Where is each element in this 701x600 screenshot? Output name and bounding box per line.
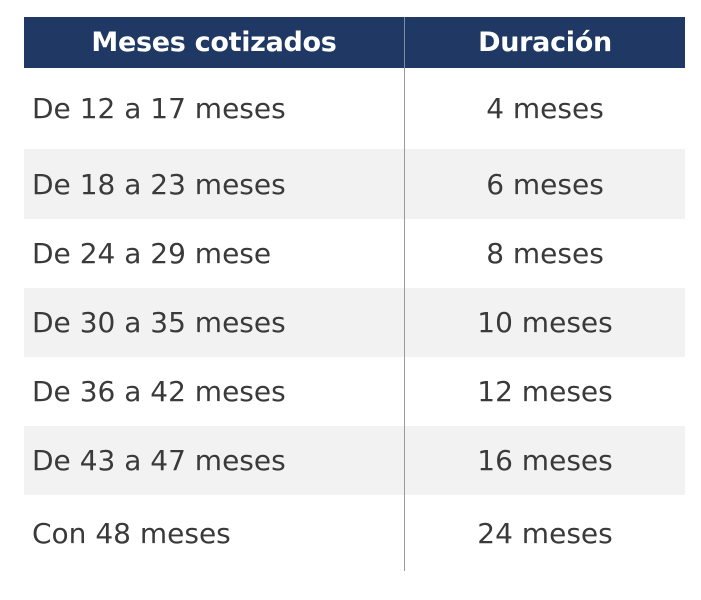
months-cell: De 43 a 47 meses bbox=[24, 426, 405, 495]
table-row: De 43 a 47 meses 16 meses bbox=[24, 426, 685, 495]
contribution-duration-table: Meses cotizados Duración De 12 a 17 mese… bbox=[24, 17, 685, 571]
duration-cell: 16 meses bbox=[477, 444, 613, 477]
duration-cell: 12 meses bbox=[477, 375, 613, 408]
header-duration: Duración bbox=[478, 27, 612, 58]
duration-cell: 6 meses bbox=[486, 167, 604, 201]
duration-cell: 10 meses bbox=[477, 306, 613, 339]
table-row: De 36 a 42 meses 12 meses bbox=[24, 357, 685, 426]
months-cell: De 24 a 29 mese bbox=[24, 219, 405, 288]
months-cell: De 30 a 35 meses bbox=[24, 288, 405, 357]
months-cell: De 12 a 17 meses bbox=[24, 68, 405, 149]
table-row: De 12 a 17 meses 4 meses bbox=[24, 68, 685, 149]
table-header: Meses cotizados Duración bbox=[24, 17, 685, 68]
table-row: De 24 a 29 mese 8 meses bbox=[24, 219, 685, 288]
duration-cell: 24 meses bbox=[477, 516, 613, 550]
months-cell: Con 48 meses bbox=[24, 495, 405, 571]
header-months-contributed: Meses cotizados bbox=[24, 17, 405, 68]
duration-cell: 4 meses bbox=[486, 92, 604, 125]
months-cell: De 18 a 23 meses bbox=[24, 149, 405, 219]
table-row: De 18 a 23 meses 6 meses bbox=[24, 149, 685, 219]
duration-cell: 8 meses bbox=[486, 237, 604, 270]
table-row: Con 48 meses 24 meses bbox=[24, 495, 685, 571]
table-row: De 30 a 35 meses 10 meses bbox=[24, 288, 685, 357]
months-cell: De 36 a 42 meses bbox=[24, 357, 405, 426]
